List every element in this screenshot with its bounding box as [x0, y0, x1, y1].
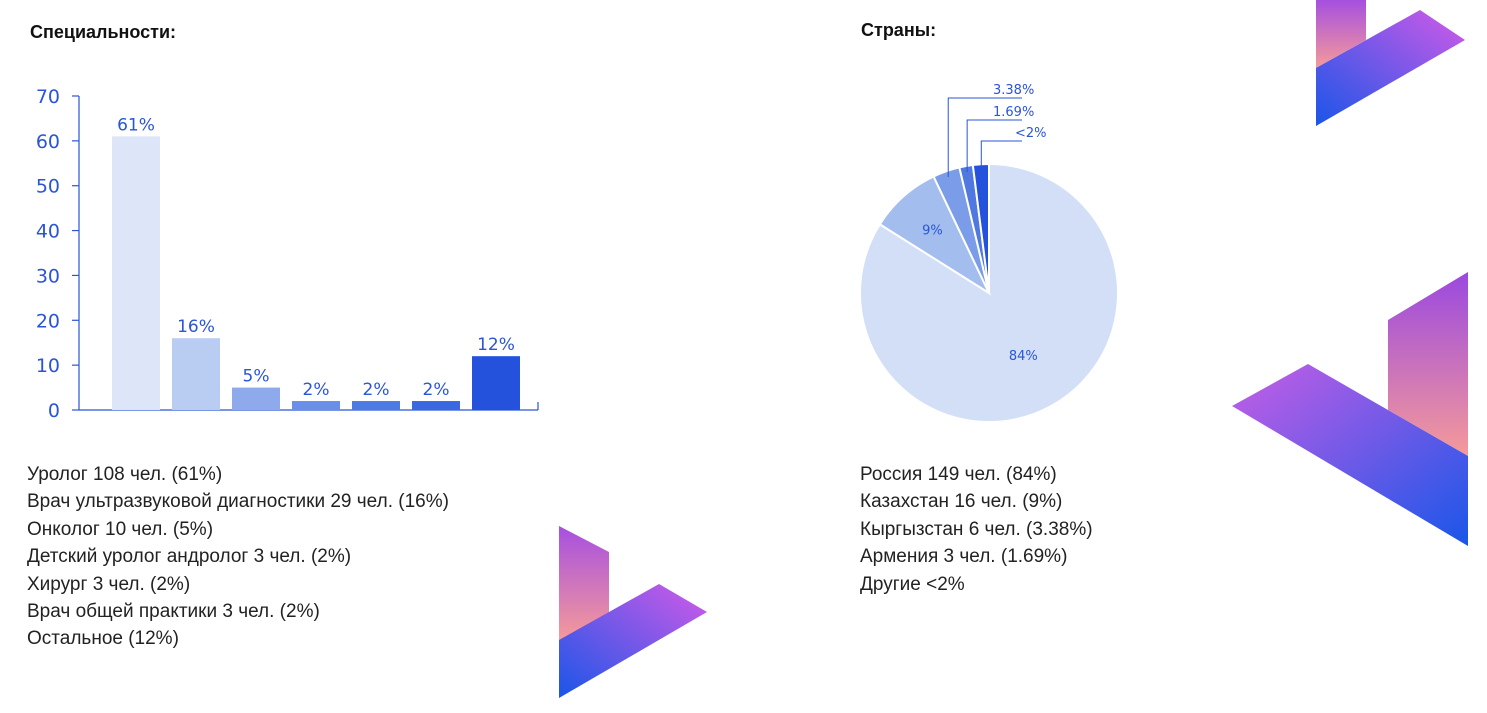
y-tick-label: 60 — [36, 131, 60, 153]
pie-data-label: 1.69% — [993, 105, 1034, 120]
legend-item: Остальное (12%) — [27, 628, 179, 650]
y-tick-label: 70 — [36, 86, 60, 108]
decorative-logo-top-right — [1316, 0, 1465, 126]
bar — [232, 387, 280, 410]
decorative-logo-right — [1232, 272, 1468, 546]
bar-data-label: 12% — [477, 335, 515, 355]
countries-legend: Россия 149 чел. (84%) Казахстан 16 чел. … — [860, 461, 1093, 598]
bar — [472, 356, 520, 410]
bar — [292, 401, 340, 410]
bar — [412, 401, 460, 410]
countries-title: Страны: — [861, 20, 937, 40]
pie-callout-line — [947, 97, 1022, 177]
countries-pie-chart: 84% 9% 3.38% 1.69% <2% — [859, 83, 1119, 423]
legend-item: Детский уролог андролог 3 чел. (2%) — [27, 546, 352, 568]
bar — [172, 338, 220, 410]
y-tick-label: 0 — [48, 400, 60, 422]
y-tick-label: 20 — [36, 310, 60, 332]
legend-item: Уролог 108 чел. (61%) — [27, 464, 223, 485]
pie-data-label: 3.38% — [993, 83, 1034, 98]
bar-data-label: 2% — [303, 380, 330, 400]
bar — [112, 136, 160, 410]
specialties-legend: Уролог 108 чел. (61%) Врач ультразвуково… — [27, 461, 449, 653]
legend-item: Казахстан 16 чел. (9%) — [860, 491, 1063, 513]
legend-item: Другие <2% — [860, 573, 965, 595]
specialties-title: Специальности: — [30, 22, 177, 42]
y-tick-label: 40 — [36, 221, 60, 243]
bar-data-label: 5% — [243, 367, 270, 387]
legend-item: Онколог 10 чел. (5%) — [27, 518, 214, 540]
legend-item: Кыргызстан 6 чел. (3.38%) — [860, 518, 1093, 540]
pie-data-label: 84% — [1009, 349, 1038, 364]
legend-item: Хирург 3 чел. (2%) — [27, 573, 191, 595]
bar-data-label: 61% — [117, 115, 155, 135]
specialties-bar-chart: 0 10 20 30 40 50 60 70 61% 16% 5% 2% 2% 2% 12% — [36, 86, 539, 422]
pie-callout-line — [966, 119, 1022, 172]
bar-data-label: 16% — [177, 317, 215, 337]
legend-item: Врач общей практики 3 чел. (2%) — [27, 601, 320, 623]
pie-callout-line — [980, 140, 1022, 171]
legend-item: Россия 149 чел. (84%) — [860, 464, 1057, 485]
pie-data-label: 9% — [922, 223, 943, 238]
y-tick-label: 50 — [36, 176, 60, 198]
legend-item: Армения 3 чел. (1.69%) — [860, 546, 1068, 568]
bar-data-label: 2% — [423, 380, 450, 400]
bar — [352, 401, 400, 410]
pie-data-label: <2% — [1015, 126, 1047, 141]
legend-item: Врач ультразвуковой диагностики 29 чел. … — [27, 491, 449, 513]
y-tick-label: 10 — [36, 355, 60, 377]
decorative-logo-bottom — [559, 526, 707, 698]
bar-data-label: 2% — [363, 380, 390, 400]
y-tick-label: 30 — [36, 265, 60, 287]
